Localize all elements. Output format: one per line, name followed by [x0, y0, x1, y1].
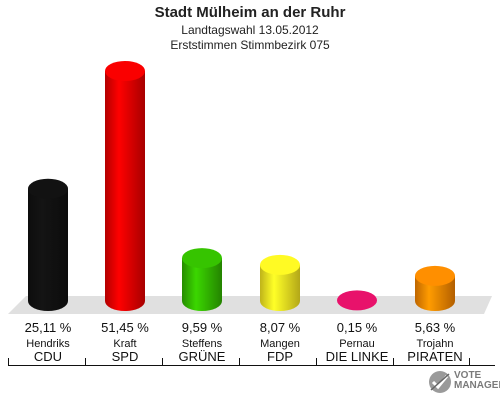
candidate-label: Pernau [339, 338, 375, 350]
baseline-rule [8, 365, 495, 366]
value-label: 25,11 % [24, 320, 72, 335]
party-label: FDP [267, 349, 293, 364]
party-label: CDU [33, 349, 63, 364]
category-separator [316, 358, 317, 366]
candidate-label: Mangen [260, 338, 300, 350]
candidate-label: Hendriks [26, 338, 70, 350]
category-separator [85, 358, 86, 366]
logo-text-line2: MANAGER [454, 380, 500, 391]
bar-cdu [28, 178, 68, 311]
candidate-label: Trojahn [416, 338, 454, 350]
party-label: GRÜNE [178, 349, 226, 364]
value-label: 8,07 % [259, 320, 301, 335]
logo-text: VOTE MANAGER [454, 371, 500, 391]
category-separator [393, 358, 394, 366]
category-separator [8, 358, 9, 366]
value-label: 9,59 % [181, 320, 223, 335]
party-label: PIRATEN [407, 349, 463, 364]
value-label: 5,63 % [414, 320, 456, 335]
candidate-label: Kraft [113, 338, 137, 350]
bar-spd [105, 61, 145, 311]
chart-subtitle: Landtagswahl 13.05.2012 [181, 23, 319, 37]
bar-fdp [260, 254, 300, 311]
party-label: DIE LINKE [325, 349, 389, 364]
bar-die-linke [337, 290, 377, 311]
chart-subtitle-2: Erststimmen Stimmbezirk 075 [170, 38, 330, 52]
candidate-label: Steffens [181, 338, 223, 350]
party-label: SPD [111, 349, 139, 364]
value-label: 51,45 % [101, 320, 149, 335]
chart-title: Stadt Mülheim an der Ruhr [154, 4, 346, 21]
category-separator [469, 358, 470, 366]
vote-manager-logo [429, 371, 451, 393]
category-separator [239, 358, 240, 366]
category-separator [162, 358, 163, 366]
bar-piraten [415, 265, 455, 311]
logo-text-line1: VOTE [454, 370, 482, 381]
bar-grüne [182, 248, 222, 311]
checkmark-ballot-icon [429, 371, 451, 393]
value-label: 0,15 % [336, 320, 378, 335]
